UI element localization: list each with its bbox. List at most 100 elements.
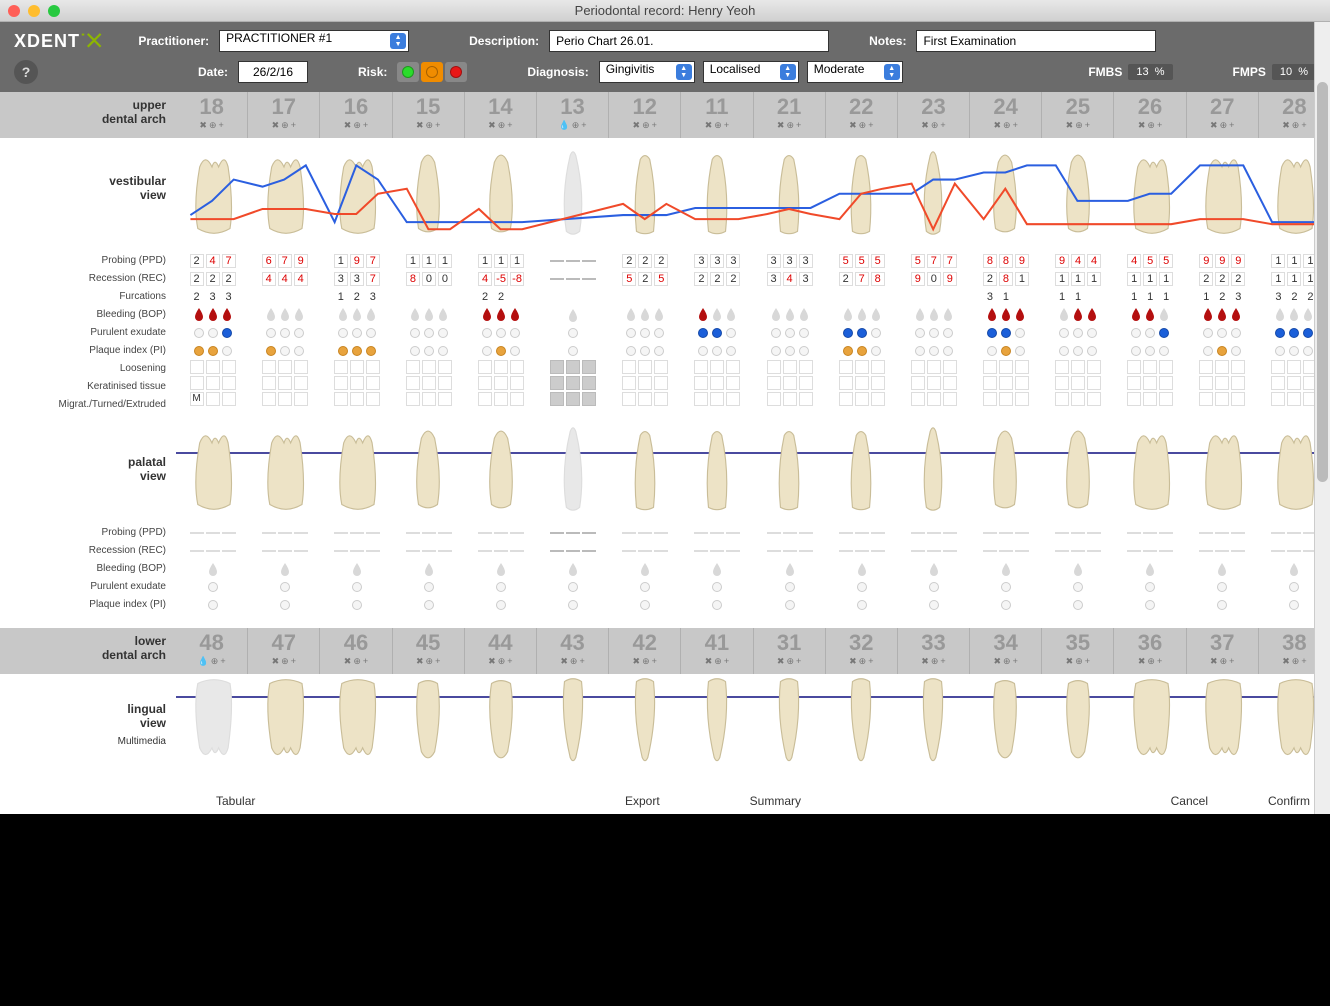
scrollbar-thumb[interactable] [1317,82,1328,482]
vestibular-tooth-22[interactable] [825,138,897,238]
tooth-header-17[interactable]: 17✖⊕+ [247,92,319,138]
lingual-tooth-35[interactable] [1042,674,1114,774]
tooth-header-44[interactable]: 44✖⊕+ [464,628,536,674]
tooth-status-icon[interactable]: ⊕ [714,120,722,131]
palatal-tooth-16[interactable] [320,424,392,514]
keratinised-cell[interactable] [1115,376,1186,392]
palatal-tooth-27[interactable] [1186,424,1258,514]
risk-light-2[interactable] [445,62,467,82]
lingual-tooth-36[interactable] [1114,674,1186,774]
bop-cell[interactable] [321,560,392,578]
tooth-header-26[interactable]: 26✖⊕+ [1113,92,1185,138]
loosening-cell[interactable] [321,360,392,376]
rec-cell[interactable] [1115,542,1186,560]
bop-cell[interactable] [538,560,609,578]
keratinised-cell[interactable] [754,376,825,392]
tooth-tool-icon[interactable]: ✖ [1210,656,1218,667]
exudate-cell[interactable] [1115,324,1186,342]
tooth-tool-icon[interactable]: ✖ [633,120,641,131]
description-input[interactable] [549,30,829,52]
bop-cell[interactable] [1043,306,1114,324]
ppd-cell[interactable]: 889 [970,252,1041,270]
plaque-cell[interactable] [393,342,464,360]
tooth-tool-icon[interactable]: ✖ [1138,656,1146,667]
loosening-cell[interactable] [1043,360,1114,376]
tooth-header-33[interactable]: 33✖⊕+ [897,628,969,674]
plaque-cell[interactable] [898,342,969,360]
tooth-add-icon[interactable]: + [507,120,512,131]
palatal-tooth-24[interactable] [969,424,1041,514]
tooth-tool-icon[interactable]: ✖ [488,120,496,131]
mte-cell[interactable] [970,392,1041,408]
bop-cell[interactable] [826,306,897,324]
plaque-cell[interactable] [1187,342,1258,360]
keratinised-cell[interactable] [610,376,681,392]
tooth-status-icon[interactable]: ⊕ [1147,120,1155,131]
ppd-cell[interactable] [826,524,897,542]
rec-cell[interactable] [1187,542,1258,560]
bop-cell[interactable] [393,560,464,578]
tooth-status-icon[interactable]: ⊕ [786,120,794,131]
plaque-cell[interactable] [393,596,464,614]
exudate-cell[interactable] [466,578,537,596]
ppd-cell[interactable] [538,524,609,542]
tooth-tool-icon[interactable]: ✖ [849,120,857,131]
loosening-cell[interactable] [538,360,609,376]
tooth-header-11[interactable]: 11✖⊕+ [680,92,752,138]
exudate-cell[interactable] [1043,324,1114,342]
tooth-header-45[interactable]: 45✖⊕+ [392,628,464,674]
tooth-status-icon[interactable]: ⊕ [1003,656,1011,667]
tooth-add-icon[interactable]: + [724,120,729,131]
mte-cell[interactable] [538,392,609,408]
plaque-cell[interactable] [466,342,537,360]
exudate-cell[interactable] [249,324,320,342]
bop-cell[interactable] [610,560,681,578]
tooth-status-icon[interactable]: ⊕ [931,120,939,131]
bop-cell[interactable] [826,560,897,578]
loosening-cell[interactable] [970,360,1041,376]
rec-cell[interactable] [826,542,897,560]
tooth-tool-icon[interactable]: ✖ [849,656,857,667]
exudate-cell[interactable] [466,324,537,342]
tooth-status-icon[interactable]: ⊕ [426,120,434,131]
plaque-cell[interactable] [249,342,320,360]
loosening-cell[interactable] [1115,360,1186,376]
tooth-status-icon[interactable]: ⊕ [1147,656,1155,667]
tooth-tool-icon[interactable]: ✖ [705,656,713,667]
plaque-cell[interactable] [177,342,248,360]
plaque-cell[interactable] [754,596,825,614]
tooth-add-icon[interactable]: + [1013,656,1018,667]
tooth-header-34[interactable]: 34✖⊕+ [969,628,1041,674]
practitioner-select[interactable]: PRACTITIONER #1 ▲▼ [219,30,409,52]
rec-cell[interactable]: 800 [393,270,464,288]
ppd-cell[interactable]: 577 [898,252,969,270]
vestibular-tooth-13[interactable] [537,138,609,238]
tooth-header-47[interactable]: 47✖⊕+ [247,628,319,674]
bop-cell[interactable] [1115,560,1186,578]
ppd-cell[interactable] [321,524,392,542]
keratinised-cell[interactable] [1187,376,1258,392]
palatal-tooth-22[interactable] [825,424,897,514]
tooth-add-icon[interactable]: + [1157,656,1162,667]
tooth-tool-icon[interactable]: ✖ [705,120,713,131]
tooth-tool-icon[interactable]: 💧 [198,656,209,667]
lingual-tooth-44[interactable] [465,674,537,774]
tooth-add-icon[interactable]: + [363,120,368,131]
vestibular-tooth-26[interactable] [1114,138,1186,238]
ppd-cell[interactable] [177,524,248,542]
keratinised-cell[interactable] [177,376,248,392]
tooth-status-icon[interactable]: ⊕ [281,656,289,667]
tooth-header-14[interactable]: 14✖⊕+ [464,92,536,138]
ppd-cell[interactable]: 247 [177,252,248,270]
rec-cell[interactable] [538,270,609,288]
bop-cell[interactable] [249,306,320,324]
loosening-cell[interactable] [393,360,464,376]
tooth-status-icon[interactable]: ⊕ [642,656,650,667]
mte-cell[interactable] [610,392,681,408]
ppd-cell[interactable] [249,524,320,542]
bop-cell[interactable] [970,560,1041,578]
bop-cell[interactable] [1187,306,1258,324]
mte-cell[interactable] [1043,392,1114,408]
bop-cell[interactable] [1187,560,1258,578]
lingual-tooth-41[interactable] [681,674,753,774]
